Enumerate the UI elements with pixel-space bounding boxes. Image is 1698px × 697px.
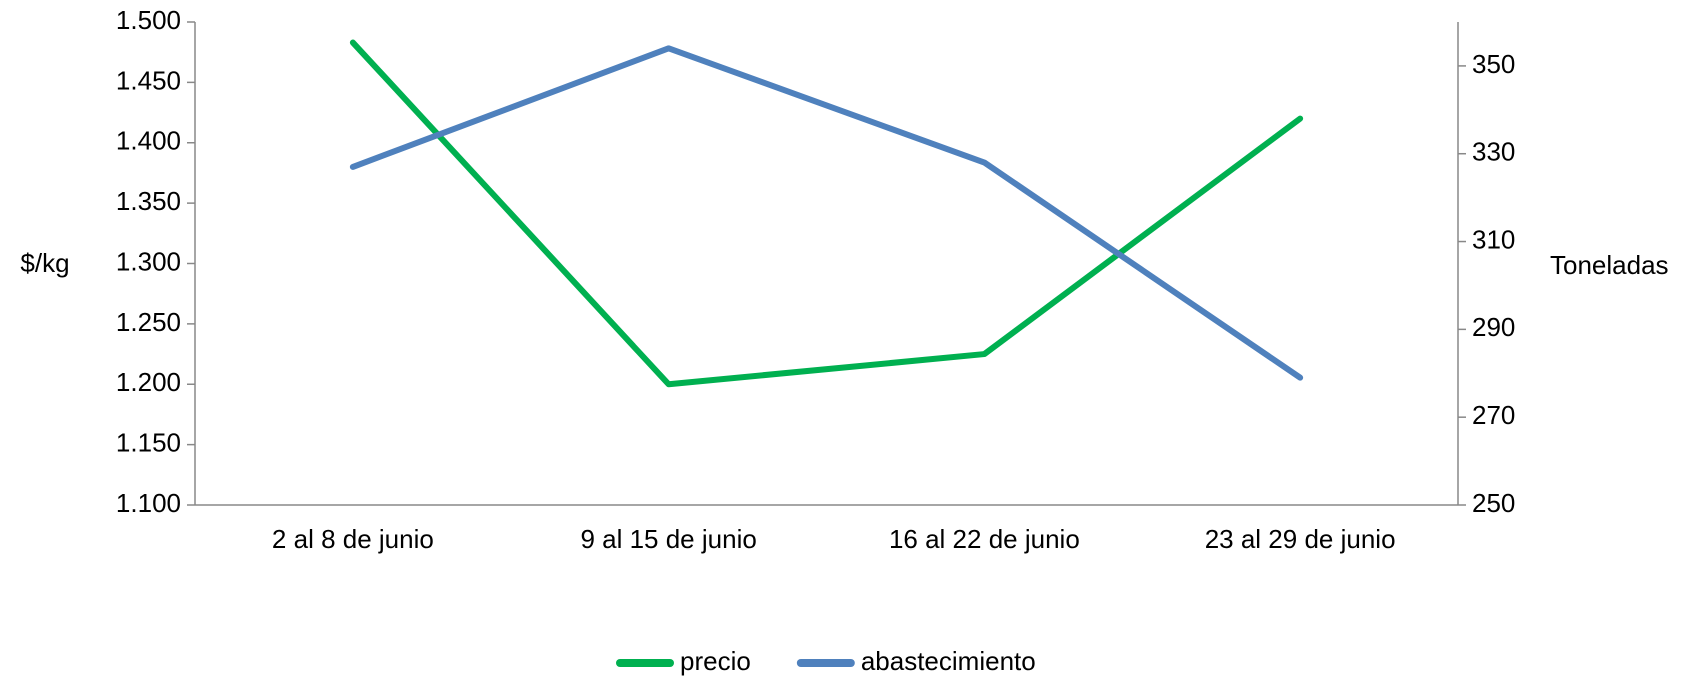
legend-label: abastecimiento <box>861 646 1036 676</box>
x-tick-label: 16 al 22 de junio <box>889 524 1080 554</box>
y-tick-label: 1.100 <box>116 488 181 518</box>
y2-tick-label: 330 <box>1472 137 1515 167</box>
y2-tick-label: 270 <box>1472 400 1515 430</box>
y-tick-label: 1.300 <box>116 246 181 276</box>
y-tick-label: 1.150 <box>116 428 181 458</box>
y-tick-label: 1.450 <box>116 65 181 95</box>
x-tick-label: 2 al 8 de junio <box>272 524 434 554</box>
series-line <box>349 39 1304 388</box>
legend-label: precio <box>680 646 751 676</box>
y2-tick-label: 250 <box>1472 488 1515 518</box>
y2-tick-label: 310 <box>1472 224 1515 254</box>
series-line <box>349 45 1304 381</box>
y2-tick-label: 290 <box>1472 312 1515 342</box>
y-tick-label: 1.400 <box>116 126 181 156</box>
y-tick-label: 1.350 <box>116 186 181 216</box>
y2-tick-label: 350 <box>1472 49 1515 79</box>
y-tick-label: 1.250 <box>116 307 181 337</box>
x-tick-label: 9 al 15 de junio <box>580 524 756 554</box>
y-axis-label: $/kg <box>20 248 69 278</box>
x-tick-label: 23 al 29 de junio <box>1205 524 1396 554</box>
y-tick-label: 1.200 <box>116 367 181 397</box>
y-tick-label: 1.500 <box>116 5 181 35</box>
y2-axis-label: Toneladas <box>1550 250 1669 280</box>
